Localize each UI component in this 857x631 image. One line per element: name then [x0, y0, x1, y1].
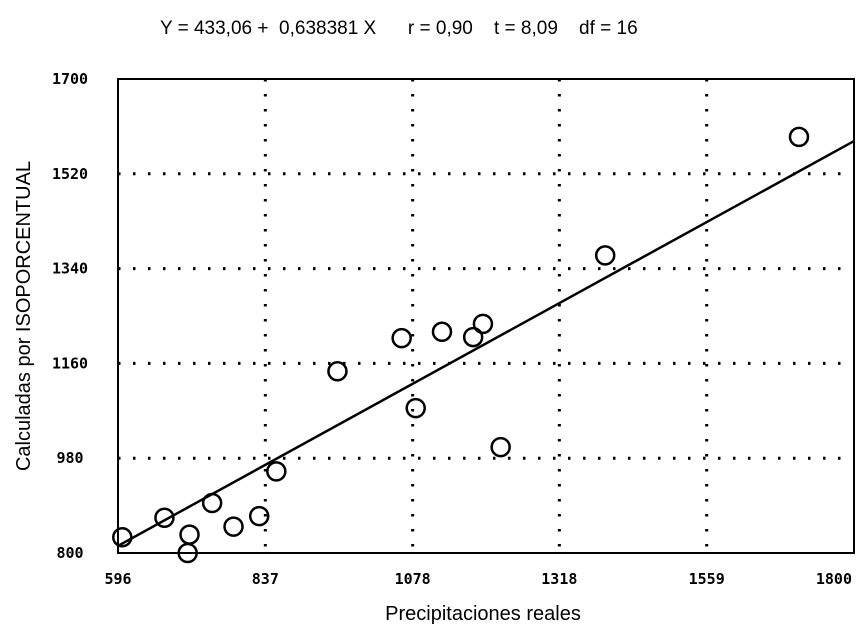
data-point — [472, 313, 494, 335]
y-tick-label: 1160 — [52, 354, 88, 372]
x-tick-label: 596 — [104, 570, 131, 588]
x-tick-label: 1318 — [541, 570, 577, 588]
data-point — [462, 326, 484, 348]
x-tick-label: 1559 — [689, 570, 725, 588]
data-point — [391, 327, 412, 349]
data-point — [405, 397, 426, 419]
data-point — [490, 436, 511, 458]
data-points — [112, 126, 810, 564]
x-tick-label: 1800 — [816, 570, 852, 588]
x-tick-label: 1078 — [395, 570, 431, 588]
x-tick-labels: 596 837 1078 1318 1559 1800 — [104, 570, 852, 588]
regression-line — [117, 139, 855, 547]
data-point — [179, 524, 200, 545]
data-point — [154, 507, 175, 528]
data-point — [112, 526, 133, 548]
data-point — [201, 492, 223, 514]
data-point — [223, 516, 244, 537]
y-axis-label: Calculadas por ISOPORCENTUAL — [13, 161, 35, 471]
y-tick-label: 980 — [56, 449, 83, 467]
x-axis-label: Precipitaciones reales — [385, 603, 581, 625]
y-tick-label: 1700 — [52, 70, 88, 88]
y-tick-labels: 800 980 1160 1340 1520 1700 — [52, 70, 88, 562]
data-point — [177, 542, 198, 564]
y-tick-label: 800 — [56, 544, 83, 562]
data-point — [266, 461, 287, 482]
data-point — [327, 361, 348, 382]
data-point — [431, 321, 453, 343]
x-tick-label: 837 — [252, 570, 279, 588]
plot-frame — [117, 78, 855, 554]
y-tick-label: 1520 — [52, 165, 88, 183]
data-point — [594, 245, 616, 266]
data-point — [788, 126, 810, 148]
chart-title: Y = 433,06 + 0,638381 X r = 0,90 t = 8,0… — [160, 18, 638, 39]
y-tick-label: 1340 — [52, 260, 88, 278]
data-point — [248, 505, 270, 527]
